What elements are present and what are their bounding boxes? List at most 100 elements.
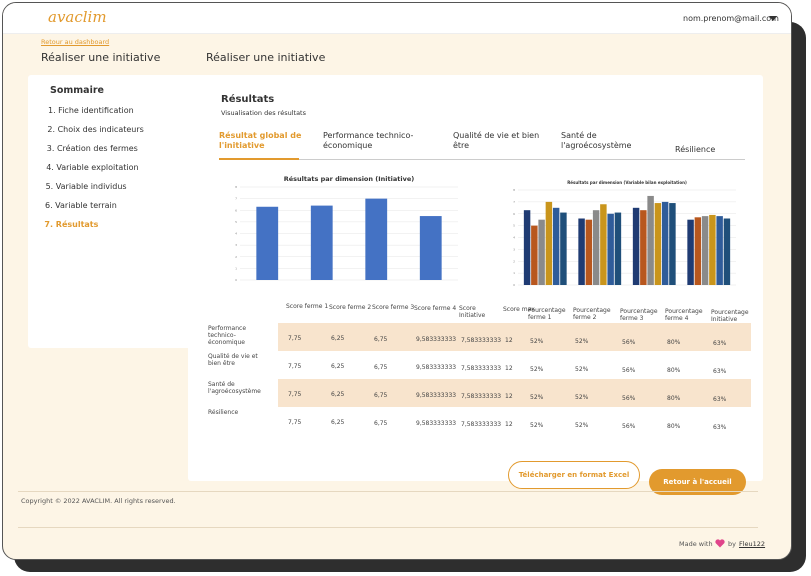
table-cell: 6,25	[331, 391, 345, 398]
chart-title: Résultats par dimension (Initiative)	[284, 175, 414, 183]
sidebar-step[interactable]: 4. Variable exploitation	[46, 163, 139, 172]
table-cell: 52%	[575, 366, 589, 373]
bar	[669, 203, 676, 285]
heart-icon	[715, 539, 725, 548]
table-cell: 12	[505, 337, 513, 344]
table-cell: 12	[505, 365, 513, 372]
y-tick-label: 6	[235, 208, 237, 212]
sidebar-step[interactable]: 7. Résultats	[44, 220, 99, 229]
table-header: Score max	[503, 306, 535, 313]
table-cell: 7,75	[288, 418, 302, 426]
y-tick-label: 8	[513, 188, 515, 192]
table-cell: 52%	[575, 394, 589, 401]
table-header: Pourcentage ferme 3	[620, 307, 658, 322]
copyright: Copyright © 2022 AVACLIM. All rights res…	[21, 497, 176, 505]
bar	[523, 210, 531, 285]
table-cell: 12	[505, 393, 513, 400]
table-cell: 52%	[530, 365, 544, 373]
table-cell: 52%	[530, 393, 544, 401]
y-tick-label: 0	[513, 283, 515, 287]
y-tick-label: 3	[235, 243, 237, 247]
tab[interactable]: Santé de l'agroécosystème	[561, 131, 632, 150]
tab[interactable]: Résilience	[675, 145, 716, 154]
bar	[578, 218, 585, 285]
table-cell: 12	[505, 421, 513, 428]
y-tick-label: 6	[513, 212, 515, 216]
table-cell: 80%	[667, 423, 681, 430]
table-cell: 7,75	[288, 390, 302, 398]
table-cell: 9,583333333	[416, 336, 457, 343]
logo[interactable]: avaclim	[48, 8, 107, 26]
bar	[545, 201, 553, 285]
y-tick-label: 1	[235, 266, 237, 270]
sidebar-heading: Sommaire	[50, 85, 104, 96]
bar	[607, 213, 614, 285]
table-header: Pourcentage Initiative	[711, 309, 749, 323]
author-link[interactable]: Fleu122	[739, 540, 766, 548]
bar	[538, 219, 545, 285]
sidebar-step[interactable]: 3. Création des fermes	[46, 144, 138, 153]
table-cell: 6,75	[374, 335, 388, 343]
table-header: Pourcentage ferme 2	[573, 307, 611, 322]
y-tick-label: 4	[235, 232, 237, 236]
row-label: Résilience	[208, 409, 239, 416]
bar	[687, 219, 694, 285]
y-tick-label: 1	[513, 271, 515, 275]
table-cell: 52%	[575, 422, 589, 429]
table-cell: 7,583333333	[461, 364, 502, 372]
y-tick-label: 0	[235, 278, 237, 282]
sidebar-step[interactable]: 1. Fiche identification	[48, 106, 134, 115]
table-cell: 63%	[713, 367, 727, 375]
footer-line	[18, 527, 758, 528]
sidebar-step[interactable]: 2. Choix des indicateurs	[47, 125, 144, 134]
table-cell: 6,75	[374, 363, 388, 371]
table-header: Score ferme 1	[286, 303, 329, 310]
bar	[647, 195, 654, 285]
table-cell: 7,583333333	[461, 420, 502, 428]
sidebar-step[interactable]: 5. Variable individus	[45, 182, 127, 191]
bar	[701, 216, 709, 285]
table-cell: 9,583333333	[416, 392, 457, 399]
table-cell: 56%	[622, 338, 636, 346]
breadcrumb[interactable]: Retour au dashboard	[41, 38, 110, 46]
card-subtitle: Visualisation des résultats	[221, 109, 306, 117]
bar	[661, 201, 669, 285]
bar	[592, 210, 600, 285]
bar	[640, 210, 647, 285]
tab[interactable]: Qualité de vie et bien être	[453, 131, 540, 150]
table-header: Score ferme 2	[329, 303, 372, 311]
table-cell: 6,25	[331, 419, 345, 426]
chart-title: Résultats par dimension (Variable bilan …	[567, 180, 687, 185]
table-cell: 7,75	[288, 362, 302, 370]
sidebar: Sommaire 1. Fiche identification 2. Choix…	[28, 75, 193, 348]
tab[interactable]: Résultat global de l'initiative	[219, 131, 302, 150]
header: avaclim nom.prenom@mail.com	[3, 3, 791, 34]
table-cell: 56%	[622, 422, 636, 430]
bar	[365, 198, 388, 280]
table-cell: 56%	[622, 394, 636, 402]
tab[interactable]: Performance technico-économique	[323, 131, 414, 150]
home-button[interactable]: Retour à l'accueil	[649, 469, 746, 495]
card-title: Résultats	[221, 94, 275, 105]
dropdown-caret[interactable]	[769, 16, 777, 22]
table-cell: 6,75	[374, 419, 388, 427]
table-cell: 63%	[713, 395, 727, 403]
table-cell: 9,583333333	[416, 420, 457, 427]
download-button[interactable]: Télécharger en format Excel	[508, 461, 640, 489]
bar	[552, 207, 560, 285]
tab-separator	[219, 159, 745, 160]
bar	[723, 218, 731, 285]
sidebar-title: Réaliser une initiative	[41, 51, 161, 64]
y-tick-label: 5	[235, 220, 237, 224]
bar	[614, 212, 622, 285]
sidebar-step[interactable]: 6. Variable terrain	[45, 201, 117, 210]
table-cell: 6,25	[331, 363, 345, 370]
y-tick-label: 7	[235, 197, 237, 201]
user-email[interactable]: nom.prenom@mail.com	[683, 14, 779, 23]
y-tick-label: 3	[513, 247, 515, 251]
table-cell: 80%	[667, 339, 681, 346]
table-row-background	[278, 323, 751, 351]
table-cell: 52%	[530, 337, 544, 345]
bar	[310, 205, 333, 280]
bar	[654, 203, 662, 285]
